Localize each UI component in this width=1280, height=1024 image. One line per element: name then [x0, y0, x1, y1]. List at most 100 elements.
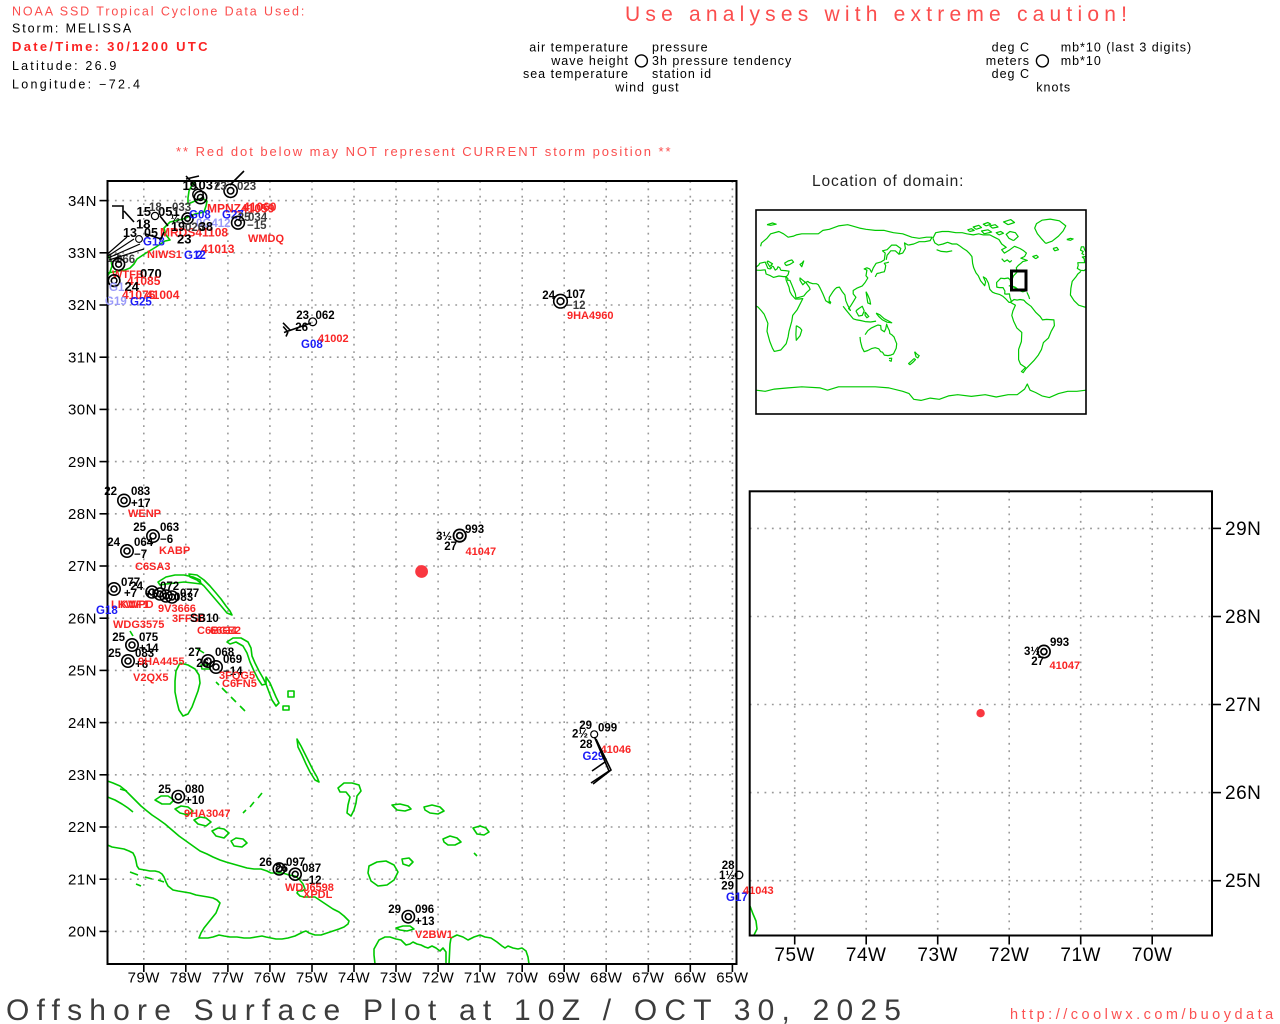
svg-text:993: 993: [465, 524, 484, 536]
svg-text:WMDQ: WMDQ: [248, 233, 284, 245]
svg-text:74W: 74W: [338, 970, 371, 987]
svg-text:28N: 28N: [1225, 607, 1261, 628]
svg-text:Date/Time: 30/1200 UTC: Date/Time: 30/1200 UTC: [12, 39, 210, 54]
svg-text:075: 075: [139, 632, 159, 644]
svg-text:71W: 71W: [1060, 945, 1101, 966]
svg-text:deg C: deg C: [992, 40, 1030, 54]
svg-text:072: 072: [160, 581, 179, 593]
svg-text:deg C: deg C: [992, 67, 1030, 81]
svg-text:23: 23: [296, 310, 309, 322]
svg-text:mb*10 (last 3 digits): mb*10 (last 3 digits): [1061, 40, 1192, 54]
svg-text:077: 077: [121, 577, 140, 589]
svg-text:76W: 76W: [254, 970, 287, 987]
svg-text:069: 069: [223, 654, 242, 666]
svg-text:−7: −7: [134, 549, 147, 561]
svg-text:26: 26: [275, 863, 288, 875]
svg-text:29N: 29N: [1225, 519, 1261, 540]
svg-text:32N: 32N: [68, 297, 97, 314]
svg-text:NIWS1: NIWS1: [147, 249, 182, 261]
svg-text:+7: +7: [124, 588, 137, 600]
svg-text:107: 107: [566, 289, 585, 301]
svg-text:gust: gust: [652, 81, 680, 95]
svg-text:38: 38: [199, 220, 213, 234]
svg-text:66G4: 66G4: [210, 625, 238, 637]
svg-text:24: 24: [542, 290, 555, 302]
svg-text:41047: 41047: [1050, 660, 1081, 672]
svg-text:G25: G25: [130, 297, 152, 309]
svg-text:034: 034: [248, 212, 268, 224]
svg-text:26N: 26N: [1225, 783, 1261, 804]
svg-text:22N: 22N: [68, 819, 97, 836]
svg-text:wave height: wave height: [550, 54, 629, 68]
svg-text:087: 087: [302, 863, 321, 875]
svg-text:74W: 74W: [846, 945, 887, 966]
svg-text:wind: wind: [614, 81, 645, 95]
svg-text:G29: G29: [583, 751, 605, 763]
svg-text:sea temperature: sea temperature: [523, 67, 629, 81]
svg-text:−6: −6: [160, 534, 173, 546]
svg-text:23: 23: [214, 181, 227, 193]
svg-text:http://coolwx.com/buoydata: http://coolwx.com/buoydata: [1010, 1007, 1277, 1023]
svg-text:25: 25: [112, 632, 125, 644]
svg-text:½: ½: [171, 214, 181, 226]
svg-text:070: 070: [140, 266, 162, 281]
svg-text:34N: 34N: [68, 193, 97, 210]
svg-text:2½: 2½: [572, 729, 588, 741]
svg-text:051: 051: [158, 204, 180, 219]
svg-text:Location of domain:: Location of domain:: [812, 173, 964, 190]
svg-text:25N: 25N: [1225, 871, 1261, 892]
svg-text:3FQG5: 3FQG5: [219, 670, 255, 682]
svg-text:XPDL: XPDL: [303, 889, 333, 901]
svg-text:V2QX5: V2QX5: [133, 672, 168, 684]
svg-text:+6: +6: [135, 659, 148, 671]
svg-text:26: 26: [259, 857, 272, 869]
svg-text:096: 096: [415, 904, 434, 916]
svg-text:27: 27: [188, 647, 201, 659]
svg-text:G08: G08: [189, 210, 211, 222]
svg-text:G08: G08: [301, 339, 323, 351]
svg-text:77W: 77W: [212, 970, 245, 987]
svg-text:28N: 28N: [68, 506, 97, 523]
svg-text:19: 19: [171, 220, 185, 234]
svg-text:+5: +5: [145, 589, 159, 601]
svg-text:24: 24: [130, 581, 143, 593]
svg-text:099: 099: [598, 723, 617, 735]
svg-text:063: 063: [160, 522, 179, 534]
svg-text:23: 23: [177, 232, 191, 247]
svg-text:080: 080: [185, 784, 204, 796]
svg-text:WENP: WENP: [128, 508, 161, 520]
svg-text:knots: knots: [1036, 81, 1071, 95]
svg-text:MPNZ41059: MPNZ41059: [207, 202, 275, 216]
svg-text:G18: G18: [143, 237, 165, 249]
svg-text:65W: 65W: [716, 970, 749, 987]
svg-text:24: 24: [125, 279, 140, 294]
svg-text:Longitude: −72.4: Longitude: −72.4: [12, 78, 142, 92]
svg-text:29N: 29N: [68, 454, 97, 471]
svg-text:WDG3575: WDG3575: [113, 619, 164, 631]
svg-text:023: 023: [237, 181, 256, 193]
svg-text:993: 993: [1050, 637, 1069, 649]
svg-text:WDJ6598: WDJ6598: [285, 882, 334, 894]
svg-text:0G412: 0G412: [196, 218, 231, 230]
svg-text:18: 18: [136, 217, 150, 232]
svg-text:9HA3047: 9HA3047: [184, 808, 230, 820]
svg-text:9V3666: 9V3666: [158, 603, 196, 615]
svg-text:29: 29: [579, 720, 592, 732]
svg-text:19: 19: [183, 178, 197, 193]
svg-text:27N: 27N: [1225, 695, 1261, 716]
svg-text:G19: G19: [105, 296, 127, 308]
svg-text:72W: 72W: [422, 970, 455, 987]
svg-text:G1: G1: [109, 282, 125, 294]
svg-text:21N: 21N: [68, 871, 97, 888]
svg-text:NOAA SSD Tropical Cyclone Data: NOAA SSD Tropical Cyclone Data Used:: [12, 5, 306, 19]
svg-text:062: 062: [316, 310, 335, 322]
svg-text:67W: 67W: [632, 970, 665, 987]
svg-text:+14: +14: [139, 643, 159, 655]
svg-text:Storm: MELISSA: Storm: MELISSA: [12, 22, 133, 36]
svg-text:27N: 27N: [68, 558, 97, 575]
svg-text:083: 083: [131, 486, 150, 498]
svg-text:66W: 66W: [674, 970, 707, 987]
svg-text:73W: 73W: [380, 970, 413, 987]
svg-text:24: 24: [107, 537, 120, 549]
svg-text:30N: 30N: [68, 402, 97, 419]
